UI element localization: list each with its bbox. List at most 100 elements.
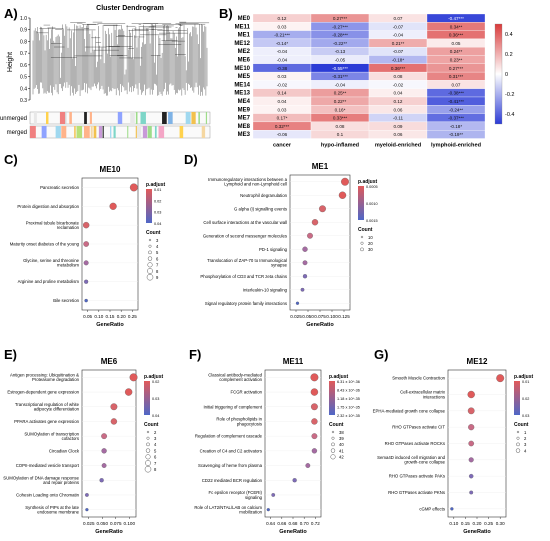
legend-count-label: 3 (154, 436, 157, 441)
data-point (341, 177, 349, 186)
data-point (310, 388, 319, 396)
x-axis-label: GeneRatio (95, 529, 123, 535)
term-label: Glycine, serine and threonine metabolism (23, 258, 80, 268)
colorbar-segment (84, 112, 87, 124)
term-label: G alpha (i) signalling events (234, 206, 287, 211)
colorbar-segment (46, 112, 49, 124)
colorbar-segment (59, 112, 66, 124)
term-label: Classical antibody-mediated complement ac… (208, 372, 262, 382)
legend-count-label: 6 (154, 455, 157, 460)
term-label-line: Scavenging of heme from plasma (198, 463, 263, 468)
term-label-line: Classical antibody-mediated (208, 372, 262, 377)
legend-count-title: Count (329, 422, 344, 428)
correlation-heatmap: ME0 0.12 0.27*** 0.07 -0.47*** ME11 0.03 -0.27*… (234, 13, 514, 148)
heatmap-cell-label: -0.05 (335, 58, 346, 63)
term-label-line: Transcriptional regulation of white (15, 402, 80, 407)
colorbar-segment (140, 112, 146, 124)
data-point (109, 202, 117, 210)
colorbar-segment (30, 126, 36, 138)
heatmap-row-label: ME10 (234, 66, 250, 72)
term-label: RHO GTPases activate CIT (392, 425, 445, 430)
x-tick-label: 0.125 (338, 314, 350, 319)
term-label: Synthesis of PIPs at the late endosome me… (25, 505, 79, 515)
heatmap-cell-label: 0.12 (278, 16, 287, 21)
term-label-line: Fc epsilon receptor (FCERI) (209, 490, 263, 495)
colorbar-segment (147, 126, 152, 138)
term-label: Protein digestion and absorption (17, 204, 79, 209)
dendrogram-ytick-label: 0.6 (20, 63, 27, 69)
heatmap-row-label: ME2 (238, 49, 251, 55)
term-label-line: Cell-extracellular matrix (400, 390, 446, 395)
legend-padj-tick: 0.04 (154, 222, 161, 226)
dendrogram-ytick-label: 0.3 (20, 98, 27, 104)
legend-count-dot (144, 465, 152, 473)
colorbar-segment (185, 112, 191, 124)
x-tick-label: 0.15 (106, 314, 115, 319)
term-label-line: Pancreatic secretion (40, 185, 80, 190)
x-tick-label: 0.025 (83, 521, 95, 526)
legend-count-dot (146, 442, 150, 447)
term-label: COPII-mediated vesicle transport (16, 463, 80, 468)
term-label-line: Synthesis of PIPs at the late (25, 505, 79, 510)
term-label: PPARA activates gene expression (14, 419, 79, 424)
panel-e: E) ME6 Antigen processing: Ubiquitination… (0, 345, 180, 541)
term-label-line: synapse (271, 263, 288, 268)
heatmap-cell-label: 0.32*** (275, 124, 290, 129)
heatmap-cell-label: 0.05 (452, 41, 461, 46)
term-label-line: Initial triggering of complement (203, 404, 262, 409)
legend-padj-tick: 1.75 x 10^-35 (337, 406, 360, 410)
legend-count-dot (148, 238, 152, 242)
dotplot-me10: ME10 Pancreatic secretion Protein digestio… (10, 165, 166, 328)
legend-padj-tick: 8.43 x 10^-36 (337, 389, 360, 393)
legend-padj-tick: 0.0010 (366, 202, 378, 206)
legend-padj-title: p.adjust (146, 182, 166, 188)
term-label: Bile secretion (53, 298, 79, 303)
x-tick-label: 0.100 (326, 314, 338, 319)
data-point (84, 279, 89, 284)
term-label-line: FCGR activation (230, 390, 262, 395)
colorbar-segment (135, 126, 137, 138)
data-point (338, 191, 347, 199)
data-point (110, 418, 118, 425)
legend-count-dot (146, 430, 150, 434)
term-label-line: complement activation (219, 377, 262, 382)
term-label: Smooth Muscle Contraction (392, 376, 445, 381)
heatmap-cell-label: 0.06 (394, 132, 403, 137)
legend-count-dot (516, 430, 520, 434)
heatmap-cell-label: 0.07 (394, 16, 403, 21)
term-label-line: RHO GTPases activate PAKs (389, 474, 445, 479)
colorbar-segment (41, 126, 47, 138)
legend-padj-bar (358, 186, 364, 220)
heatmap-cell-label: 0.17* (277, 116, 288, 121)
x-tick-label: 0.72 (311, 521, 320, 526)
term-label-line: SUMOylation of DNA damage response (3, 475, 79, 480)
term-label: Estrogen-dependent gene expression (7, 390, 79, 395)
term-label-line: G alpha (i) signalling events (234, 206, 287, 211)
colorbar-segment (205, 112, 208, 124)
dendrogram-tree (32, 21, 210, 96)
term-label-line: interactions (423, 394, 445, 399)
term-label: cGMP effects (419, 506, 445, 511)
heatmap-cell-label: -0.37*** (448, 116, 464, 121)
term-label-line: cGMP effects (419, 506, 445, 511)
heatmap-cell-label: -0.02 (277, 82, 288, 87)
x-tick-label: 0.15 (461, 521, 470, 526)
colorbar-segment (61, 126, 67, 138)
term-label-line: Neutrophil degranulation (240, 193, 287, 198)
term-label-line: Cell surface interactions at the vascula… (203, 220, 287, 225)
term-label: Circadian Clock (49, 448, 80, 453)
panel-c: C) ME10 Pancreatic secretion Protein diges… (0, 150, 170, 335)
term-label-line: RHO GTPases activate PKNs (388, 490, 445, 495)
data-point (124, 388, 133, 396)
legend-padj-tick: 2.32 x 10^-35 (337, 414, 360, 418)
colorbar-segment (102, 126, 104, 138)
data-point (266, 508, 270, 512)
legend-padj-title: p.adjust (358, 179, 378, 185)
heatmap-cell-label: -0.02 (393, 82, 404, 87)
colorbar-segment (89, 112, 92, 124)
dendrogram-ylabel: Height (7, 52, 14, 72)
legend-padj-bar (329, 381, 335, 415)
legend-count-label: 9 (156, 275, 159, 280)
term-label: Neutrophil degranulation (240, 193, 287, 198)
heatmap-cell-label: 0.34** (450, 24, 463, 29)
